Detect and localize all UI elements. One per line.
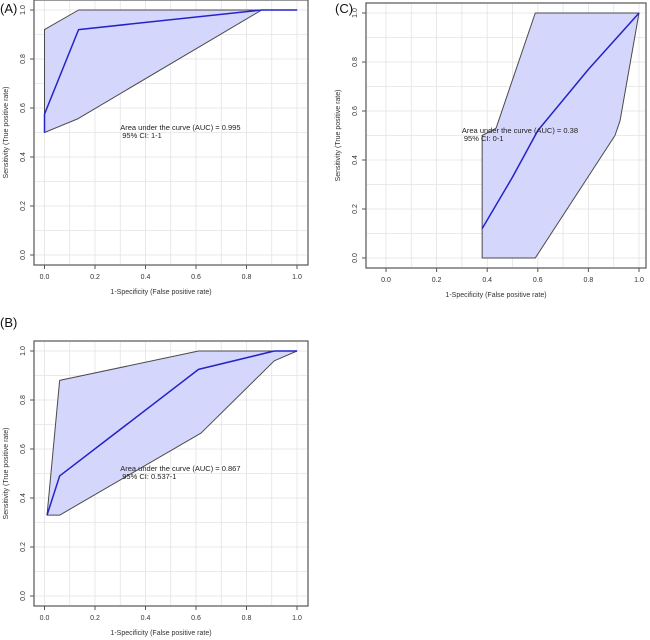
y-tick-label: 0.2 (20, 201, 27, 211)
ci-annotation: 95% CI: 1-1 (122, 131, 162, 140)
x-tick-label: 1.0 (292, 615, 302, 622)
auc-annotation: Area under the curve (AUC) = 0.995 (120, 123, 240, 132)
y-tick-label: 0.6 (20, 444, 27, 454)
x-tick-label: 0.8 (242, 615, 252, 622)
y-tick-label: 1.0 (20, 5, 27, 15)
y-tick-label: 0.4 (20, 152, 27, 162)
panel-label: (A) (0, 1, 17, 16)
x-tick-label: 0.0 (381, 277, 391, 284)
x-tick-label: 0.8 (242, 274, 252, 281)
y-tick-label: 0.8 (352, 57, 359, 67)
ci-annotation: 95% CI: 0-1 (464, 134, 504, 143)
y-tick-label: 0.6 (20, 103, 27, 113)
panel-label: (B) (0, 315, 17, 330)
x-tick-label: 1.0 (292, 274, 302, 281)
roc-panel-b: 0.0 0.2 0.4 0.6 0.8 1.0 0.0 0.2 0.4 0.6 0.8 1.0 1-Sp… (0, 315, 309, 637)
y-tick-label: 0.6 (352, 106, 359, 116)
panel-label: (C) (335, 1, 353, 16)
x-tick-label: 0.2 (432, 277, 442, 284)
y-axis-title: Sensitivity (True positive rate) (335, 90, 342, 182)
auc-annotation: Area under the curve (AUC) = 0.867 (120, 464, 240, 473)
y-tick-label: 0.0 (20, 591, 27, 601)
ci-annotation: 95% CI: 0.537-1 (122, 472, 176, 481)
x-axis-title: 1-Specificity (False positive rate) (110, 630, 211, 637)
y-tick-label: 0.4 (20, 493, 27, 503)
x-tick-label: 0.4 (141, 615, 151, 622)
y-tick-label: 0.0 (352, 253, 359, 263)
x-tick-label: 0.2 (90, 615, 100, 622)
x-tick-label: 0.4 (482, 277, 492, 284)
x-tick-label: 0.0 (40, 274, 50, 281)
y-tick-label: 0.8 (20, 395, 27, 405)
x-tick-label: 0.0 (40, 615, 50, 622)
plot-frame (33, 340, 309, 607)
y-axis-title: Sensitivity (True positive rate) (3, 428, 10, 520)
roc-panel-a: 0.0 0.2 0.4 0.6 0.8 1.0 0.0 0.2 0.4 0.6 0.8 1.0 1-Sp… (0, 0, 309, 296)
plot-frame (365, 2, 647, 269)
roc-curve (481, 12, 640, 229)
y-axis-title: Sensitivity (True positive rate) (3, 87, 10, 179)
y-tick-label: 0.0 (20, 250, 27, 260)
roc-curve (46, 350, 297, 516)
x-tick-label: 0.6 (191, 615, 201, 622)
x-tick-label: 0.4 (141, 274, 151, 281)
ci-band (46, 350, 298, 516)
roc-curve (43, 9, 297, 133)
x-tick-label: 0.2 (90, 274, 100, 281)
y-tick-label: 1.0 (20, 346, 27, 356)
x-tick-label: 0.8 (584, 277, 594, 284)
y-tick-label: 1.0 (352, 8, 359, 18)
y-tick-label: 0.2 (20, 542, 27, 552)
x-tick-label: 0.6 (191, 274, 201, 281)
x-axis-title: 1-Specificity (False positive rate) (110, 289, 211, 296)
y-tick-label: 0.8 (20, 54, 27, 64)
y-tick-label: 0.4 (352, 155, 359, 165)
auc-annotation: Area under the curve (AUC) = 0.38 (462, 126, 578, 135)
roc-panel-c: 0.0 0.2 0.4 0.6 0.8 1.0 0.0 0.2 0.4 0.6 0.8 1.0 1-Sp… (335, 1, 647, 299)
x-axis-title: 1-Specificity (False positive rate) (445, 292, 546, 299)
x-tick-label: 1.0 (634, 277, 644, 284)
ci-band (481, 12, 640, 259)
plot-frame (33, 0, 309, 266)
x-tick-label: 0.6 (533, 277, 543, 284)
y-tick-label: 0.2 (352, 204, 359, 214)
